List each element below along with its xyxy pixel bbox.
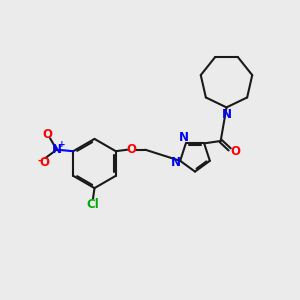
Text: Cl: Cl [87, 198, 99, 211]
Text: O: O [230, 145, 240, 158]
Text: N: N [171, 156, 181, 169]
Text: O: O [40, 156, 50, 169]
Text: +: + [58, 140, 66, 149]
Text: O: O [43, 128, 53, 141]
Text: N: N [52, 143, 62, 156]
Text: -: - [37, 156, 41, 166]
Text: N: N [178, 131, 188, 145]
Text: N: N [221, 107, 232, 121]
Text: O: O [127, 143, 137, 156]
